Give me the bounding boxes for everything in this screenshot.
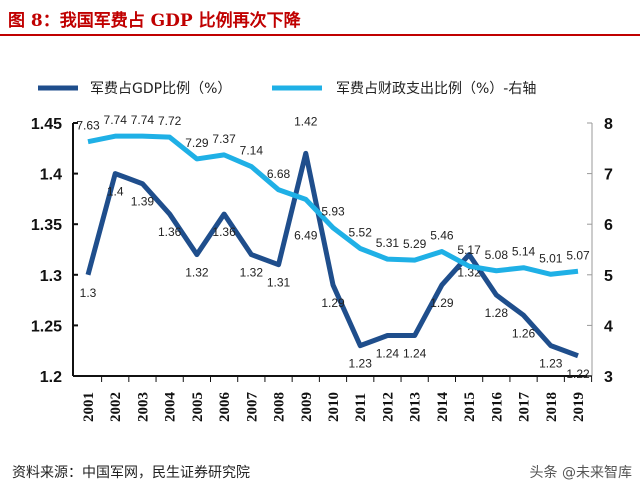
data-label-1: 7.29 <box>185 136 209 150</box>
x-tick-label: 2009 <box>299 392 315 422</box>
right-tick-label: 4 <box>604 318 613 335</box>
x-tick-label: 2016 <box>489 391 505 422</box>
data-label-1: 5.08 <box>485 248 509 262</box>
data-label-0: 1.23 <box>349 357 373 371</box>
data-label-0: 1.32 <box>185 266 209 280</box>
x-tick-label: 2008 <box>272 392 288 422</box>
left-tick-label: 1.4 <box>40 167 62 184</box>
right-tick-label: 7 <box>604 167 613 184</box>
data-label-1: 5.46 <box>430 229 454 243</box>
data-label-1: 7.74 <box>104 113 128 127</box>
data-label-0: 1.24 <box>376 347 400 361</box>
x-tick-label: 2013 <box>408 392 424 422</box>
x-tick-label: 2006 <box>217 392 233 423</box>
x-tick-label: 2005 <box>190 392 206 422</box>
series-line-1 <box>87 133 579 277</box>
data-label-0: 1.36 <box>212 225 236 239</box>
x-tick-label: 2001 <box>81 392 97 422</box>
data-label-1: 7.14 <box>240 144 264 158</box>
x-tick-label: 2012 <box>380 392 396 422</box>
data-label-1: 5.52 <box>349 225 373 239</box>
data-label-0: 1.28 <box>485 306 509 320</box>
data-label-1: 5.01 <box>539 251 563 265</box>
data-label-1: 6.49 <box>294 228 318 242</box>
data-label-0: 1.42 <box>294 114 318 128</box>
data-label-1: 7.74 <box>131 113 155 127</box>
data-label-0: 1.32 <box>240 266 264 280</box>
data-label-0: 1.3 <box>80 286 97 300</box>
source-note: 资料来源：中国军网，民生证券研究院 <box>12 465 250 481</box>
x-tick-label: 2003 <box>135 392 151 422</box>
left-tick-label: 1.35 <box>31 217 62 234</box>
data-label-0: 1.29 <box>321 296 345 310</box>
right-tick-label: 8 <box>604 116 613 133</box>
data-label-0: 1.29 <box>430 296 454 310</box>
watermark: 头条 @未来智库 <box>529 465 632 481</box>
data-label-0: 1.23 <box>539 357 563 371</box>
data-label-1: 5.07 <box>566 248 590 262</box>
legend-label-1: 军费占财政支出比例（%）-右轴 <box>336 81 536 97</box>
x-tick-label: 2002 <box>108 392 124 422</box>
data-label-1: 5.29 <box>403 237 427 251</box>
data-label-0: 1.36 <box>158 225 182 239</box>
data-label-0: 1.26 <box>512 326 536 340</box>
series-line-0 <box>85 150 579 359</box>
data-label-1: 7.37 <box>212 132 236 146</box>
data-label-0: 1.24 <box>403 347 427 361</box>
left-tick-label: 1.2 <box>40 369 62 386</box>
data-label-1: 6.68 <box>267 167 291 181</box>
data-label-0: 1.4 <box>107 185 124 199</box>
right-tick-label: 6 <box>604 217 613 234</box>
data-label-0: 1.39 <box>131 195 155 209</box>
x-tick-label: 2014 <box>435 392 451 423</box>
left-tick-label: 1.25 <box>31 318 62 335</box>
left-tick-label: 1.45 <box>31 116 62 133</box>
x-tick-label: 2019 <box>571 392 587 422</box>
right-tick-label: 3 <box>604 369 613 386</box>
data-label-1: 7.63 <box>76 119 100 133</box>
right-tick-label: 5 <box>604 268 613 285</box>
data-label-0: 1.22 <box>566 367 590 381</box>
left-tick-label: 1.3 <box>40 268 62 285</box>
legend-label-0: 军费占GDP比例（%） <box>90 81 231 97</box>
x-tick-label: 2004 <box>163 392 179 423</box>
data-label-1: 5.93 <box>321 205 345 219</box>
x-tick-label: 2007 <box>244 392 260 423</box>
data-label-1: 5.17 <box>457 243 481 257</box>
data-label-1: 5.31 <box>376 236 400 250</box>
data-label-1: 7.72 <box>158 114 182 128</box>
x-tick-label: 2018 <box>544 392 560 422</box>
x-tick-label: 2010 <box>326 392 342 422</box>
x-tick-label: 2011 <box>353 393 369 422</box>
data-label-0: 1.31 <box>267 276 291 290</box>
data-label-1: 5.14 <box>512 245 536 259</box>
x-tick-label: 2017 <box>517 392 533 423</box>
x-tick-label: 2015 <box>462 392 478 422</box>
figure-title: 图 8：我国军费占 GDP 比例再次下降 <box>8 11 301 31</box>
title-divider <box>0 34 640 36</box>
